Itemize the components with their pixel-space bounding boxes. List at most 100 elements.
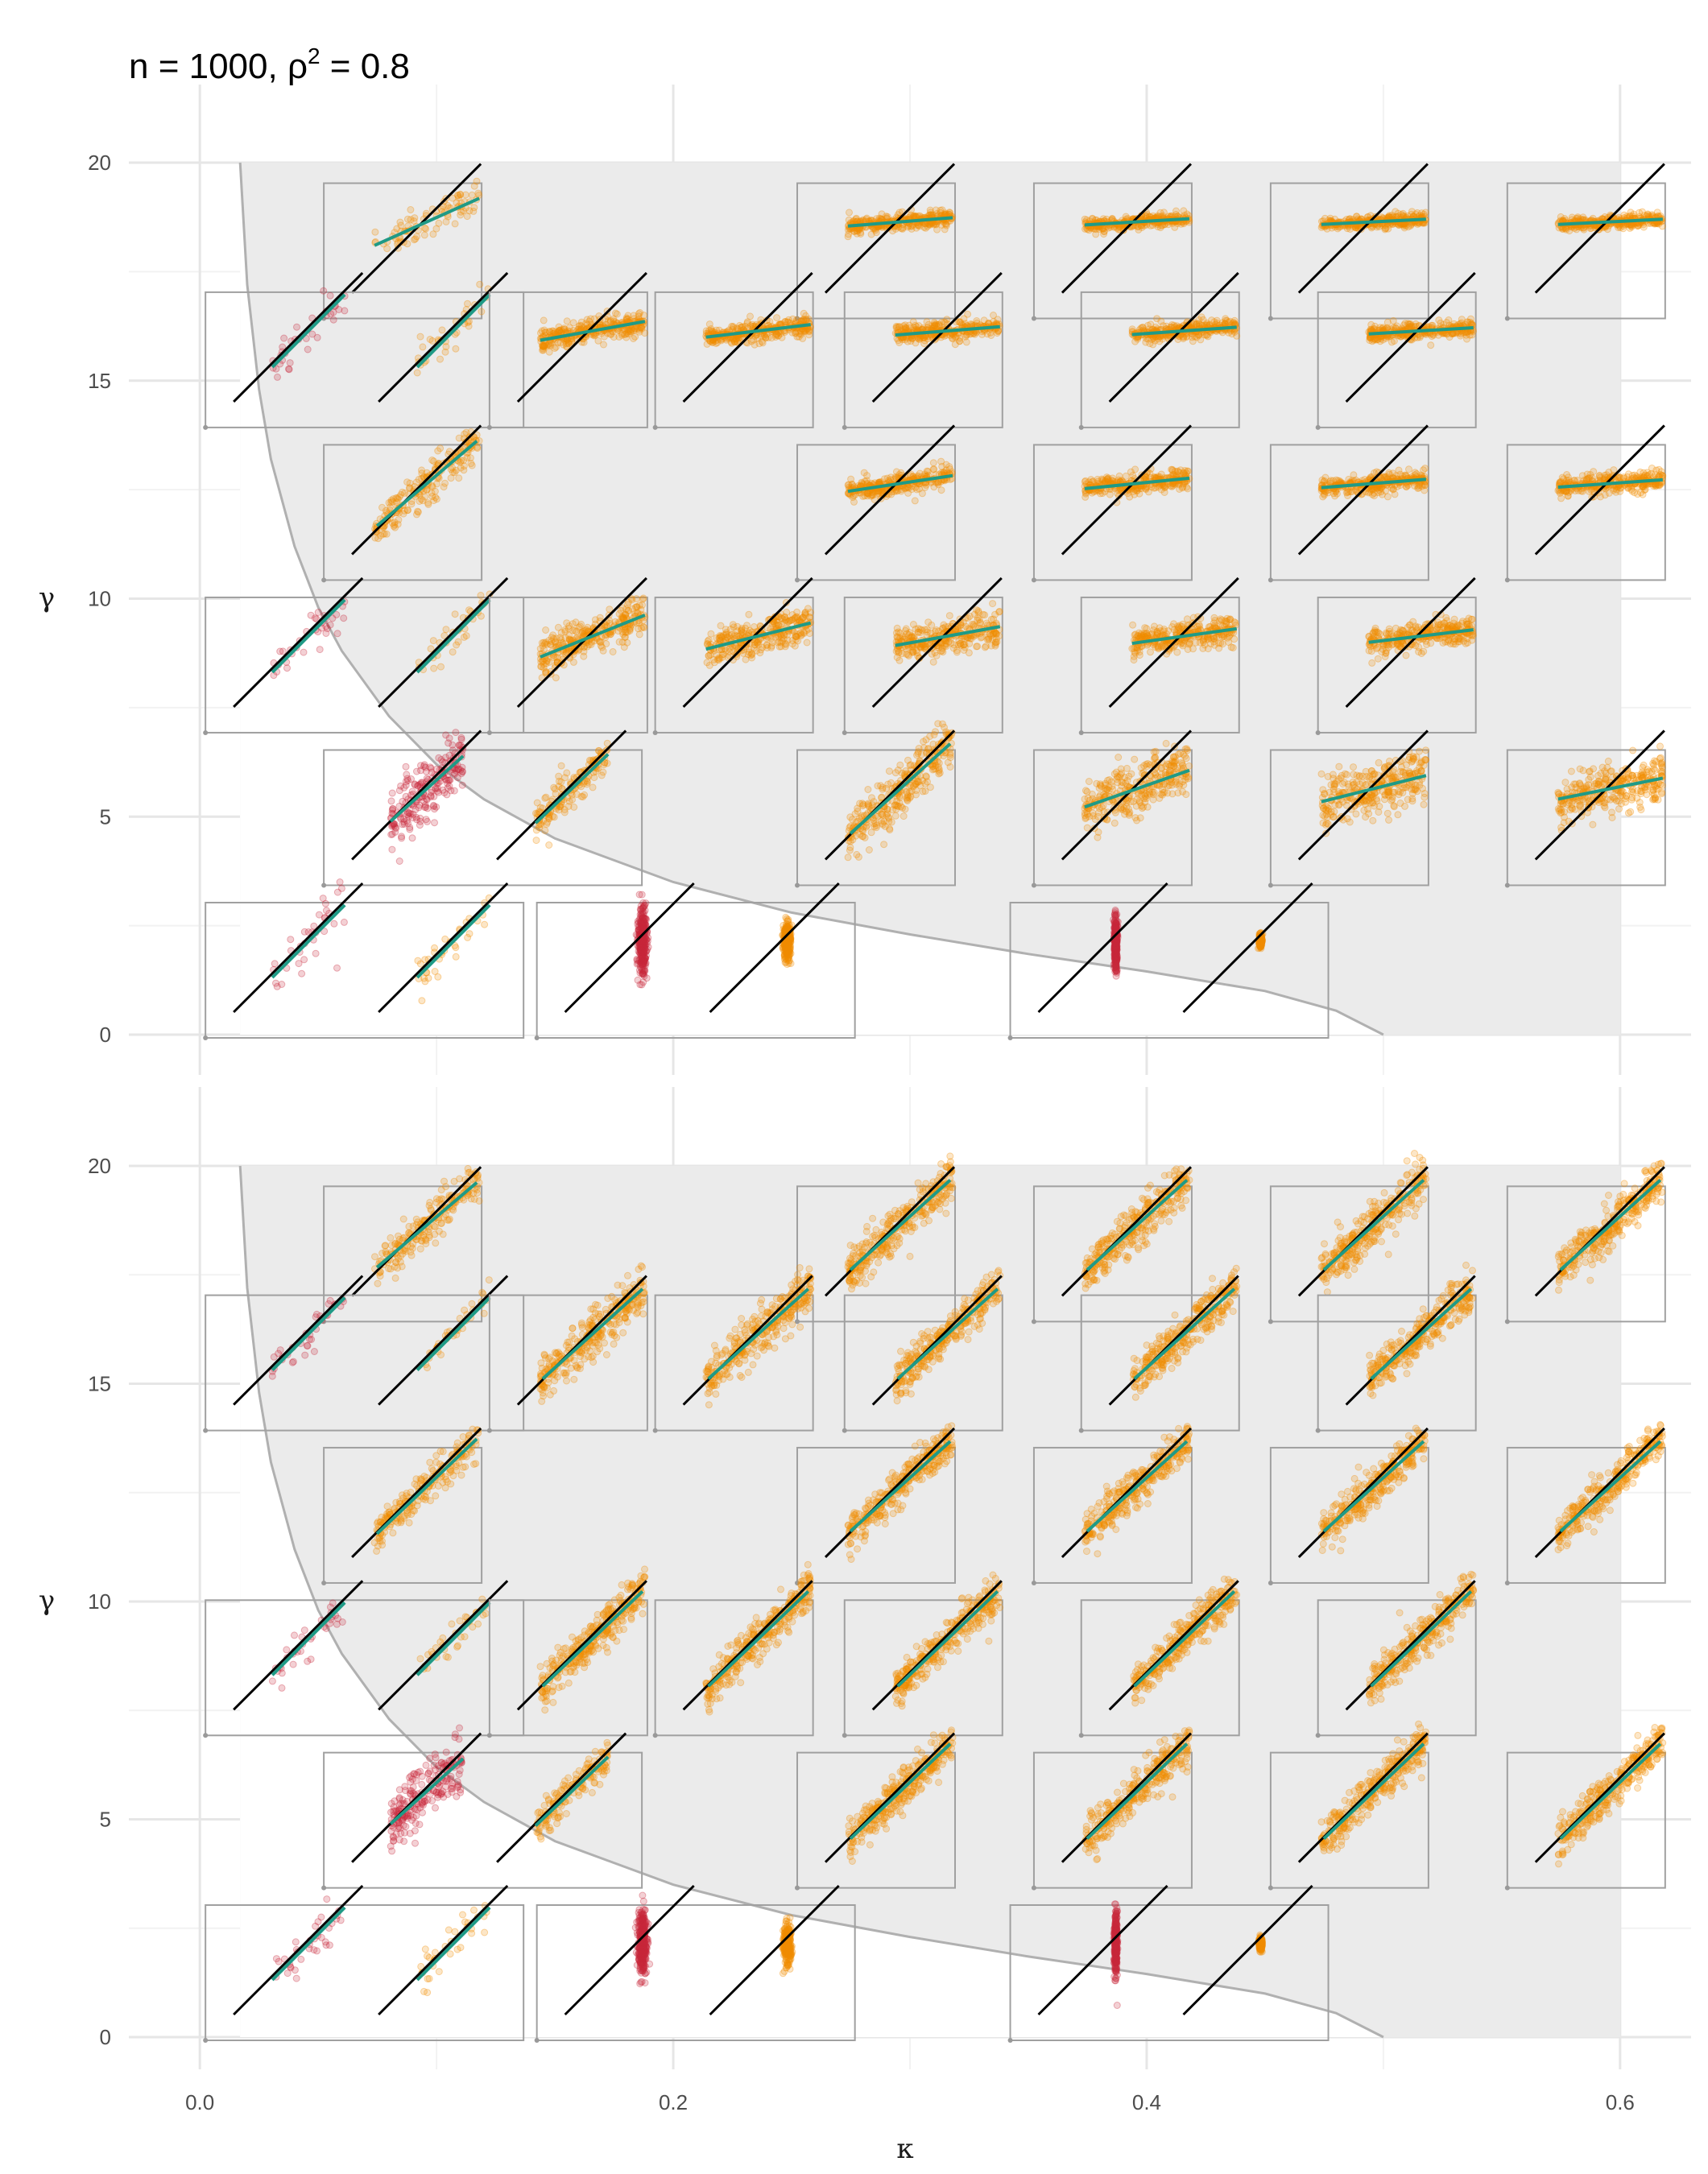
data-point	[420, 224, 428, 232]
y-tick-label: 5	[100, 804, 111, 829]
data-point	[854, 227, 862, 235]
data-point	[1565, 477, 1573, 485]
data-point	[473, 177, 481, 185]
y-axis-title: γ	[39, 582, 55, 614]
data-point	[932, 206, 940, 214]
inset-anchor	[203, 729, 209, 735]
data-point	[1118, 477, 1126, 485]
data-point	[463, 213, 471, 221]
data-point	[412, 478, 420, 486]
data-point	[635, 625, 642, 633]
data-point	[920, 340, 928, 348]
data-point	[286, 359, 294, 367]
data-point	[436, 355, 444, 363]
data-point	[403, 478, 411, 486]
data-point	[857, 229, 864, 237]
data-point	[1466, 331, 1474, 339]
inset-anchor	[1268, 316, 1273, 321]
data-point	[1134, 484, 1141, 492]
data-point	[609, 648, 617, 655]
data-point	[1331, 492, 1339, 500]
data-point	[891, 225, 899, 233]
data-point	[912, 483, 920, 491]
data-point	[410, 236, 418, 244]
data-point	[542, 626, 550, 634]
data-point	[845, 230, 853, 238]
data-point	[747, 337, 755, 345]
data-point	[457, 191, 465, 199]
data-point	[1131, 465, 1139, 473]
data-point	[624, 315, 631, 323]
inset-anchor	[486, 729, 492, 735]
y-tick-label: 10	[88, 587, 111, 611]
inset-group	[824, 163, 957, 294]
data-point	[1167, 482, 1175, 490]
data-point	[416, 333, 424, 341]
data-point	[457, 211, 465, 219]
data-point	[941, 225, 949, 234]
fit-line	[374, 196, 480, 247]
data-point	[300, 648, 308, 656]
data-point	[459, 207, 467, 215]
data-point	[1585, 474, 1593, 482]
data-point	[1218, 329, 1226, 337]
data-point	[625, 326, 633, 334]
data-point	[853, 229, 861, 238]
data-point	[759, 339, 767, 347]
data-point	[1615, 473, 1623, 481]
data-point	[437, 663, 445, 671]
data-point	[451, 610, 459, 618]
data-point	[429, 637, 437, 645]
data-point	[316, 646, 324, 654]
data-point	[1654, 482, 1662, 490]
inset-anchor	[842, 424, 847, 430]
data-point	[326, 291, 334, 300]
inset	[321, 163, 483, 321]
data-point	[1366, 337, 1374, 345]
data-point	[449, 194, 457, 202]
inset-anchor	[795, 316, 800, 321]
data-point	[1160, 209, 1168, 217]
data-point	[757, 333, 765, 341]
inset-anchor	[1031, 577, 1036, 583]
data-point	[987, 332, 995, 339]
data-point	[911, 497, 919, 505]
inset-group	[351, 163, 483, 294]
data-point	[1420, 466, 1427, 474]
data-point	[1195, 332, 1203, 340]
data-point	[1129, 472, 1137, 479]
y-tick-label: 15	[88, 369, 111, 393]
data-point	[1183, 467, 1191, 475]
data-point	[442, 626, 450, 634]
data-point	[1321, 214, 1329, 222]
data-point	[1351, 224, 1359, 232]
data-point	[447, 474, 455, 482]
inset-anchor	[321, 577, 327, 583]
data-point	[907, 211, 915, 219]
data-point	[926, 221, 934, 229]
data-point	[994, 316, 1002, 324]
data-point	[293, 323, 300, 331]
inset-anchor	[203, 424, 209, 430]
data-point	[715, 326, 723, 334]
inset-anchor	[1031, 316, 1036, 321]
data-point	[420, 231, 428, 239]
data-point	[1226, 317, 1234, 325]
boundary-curve	[238, 162, 1384, 1036]
data-point	[542, 329, 550, 337]
data-point	[1421, 480, 1429, 488]
data-point	[1389, 469, 1397, 477]
data-point	[465, 207, 474, 215]
data-point	[393, 225, 401, 233]
infeasible-region	[240, 163, 1383, 1035]
data-point	[429, 230, 437, 238]
data-point	[411, 214, 419, 222]
data-point	[417, 495, 425, 503]
data-point	[889, 227, 896, 235]
data-point	[933, 210, 941, 217]
data-point	[1405, 465, 1412, 473]
data-point	[899, 224, 907, 232]
data-point	[1578, 472, 1586, 480]
inset-frame	[323, 182, 483, 320]
